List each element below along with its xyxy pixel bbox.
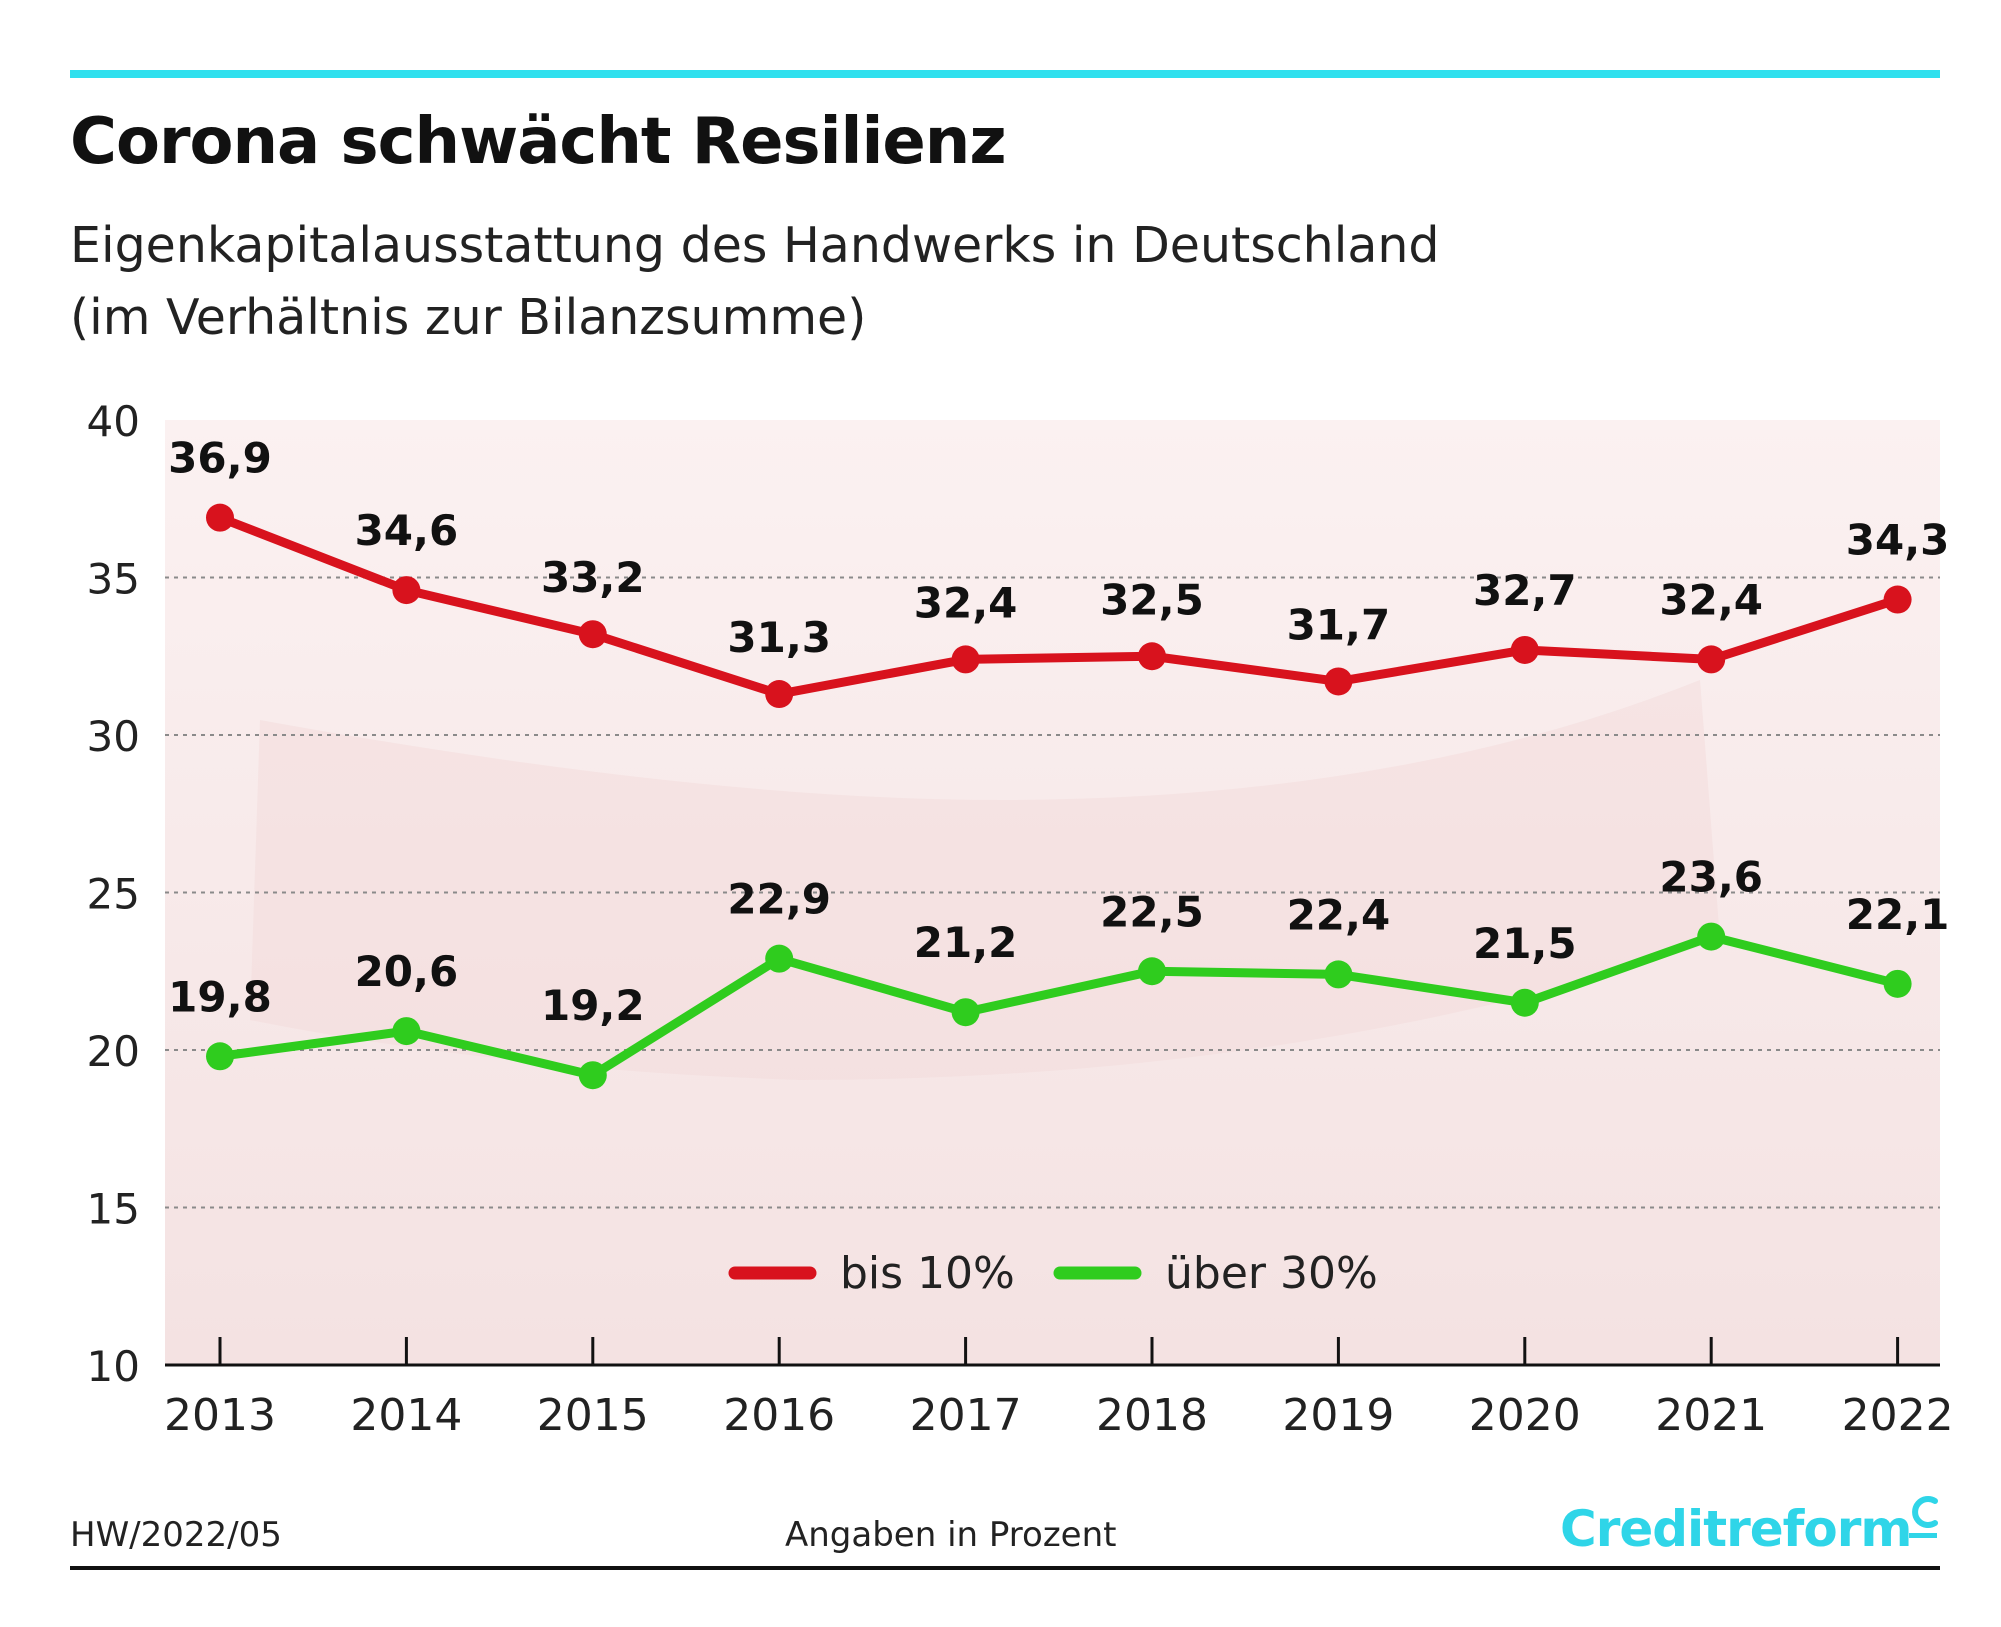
data-point <box>951 645 980 674</box>
data-label: 32,5 <box>1100 575 1204 624</box>
chart-title: Corona schwächt Resilienz <box>70 105 1007 179</box>
data-point <box>1324 960 1353 989</box>
data-point <box>1697 645 1726 674</box>
data-point <box>1324 667 1353 696</box>
series-line <box>215 932 1903 1080</box>
data-point <box>1510 988 1539 1017</box>
creditreform-logo: Creditreform <box>1560 1500 1913 1558</box>
y-tick-label: 30 <box>87 712 140 761</box>
creditreform-logo-icon <box>1909 1496 1938 1538</box>
data-label: 36,9 <box>168 434 272 483</box>
line-chart: 10 15 20 25 30 35 40 2013 2014 2015 2016 2017 2018 2… <box>87 397 1954 1441</box>
y-tick-label: 10 <box>87 1342 140 1391</box>
data-point <box>765 680 794 709</box>
bottom-rule <box>70 1566 1940 1570</box>
data-point <box>765 944 794 973</box>
series-bis-10: 36,9 34,6 33,2 31,3 32,4 32,5 31,7 32,7 32,4 34,3 <box>168 434 1950 709</box>
series-ueber-30: 19,8 20,6 19,2 22,9 21,2 22,5 22,4 21,5 23,6 22,1 <box>168 853 1949 1090</box>
data-label: 32,4 <box>1659 575 1763 624</box>
data-label: 31,7 <box>1287 600 1391 649</box>
legend-label: über 30% <box>1165 1248 1378 1299</box>
data-point <box>1883 585 1912 614</box>
data-label: 23,6 <box>1659 853 1763 902</box>
x-tick-label: 2018 <box>1096 1390 1208 1441</box>
top-accent-rule <box>70 70 1940 78</box>
data-point <box>1697 922 1726 951</box>
subtitle-line-2: (im Verhältnis zur Bilanzsumme) <box>70 289 867 346</box>
data-point <box>392 1017 421 1046</box>
legend-label: bis 10% <box>840 1248 1015 1299</box>
y-tick-label: 25 <box>87 870 140 919</box>
data-label: 33,2 <box>541 553 645 602</box>
x-tick-label: 2017 <box>910 1390 1022 1441</box>
data-point <box>578 1061 607 1090</box>
data-point <box>578 620 607 649</box>
data-point <box>1883 969 1912 998</box>
data-point <box>1138 957 1166 986</box>
footer-note: Angaben in Prozent <box>785 1515 1117 1555</box>
data-label: 32,7 <box>1473 566 1577 615</box>
data-label: 22,5 <box>1100 887 1204 936</box>
data-label: 19,8 <box>168 972 272 1021</box>
x-tick-label: 2021 <box>1655 1390 1767 1441</box>
data-label: 21,2 <box>914 918 1018 967</box>
x-tick-label: 2022 <box>1842 1390 1954 1441</box>
y-tick-label: 15 <box>87 1185 140 1234</box>
data-point <box>206 1042 234 1071</box>
y-tick-label: 20 <box>87 1027 140 1076</box>
y-tick-label: 40 <box>87 397 140 446</box>
x-tick-label: 2014 <box>350 1390 462 1441</box>
data-label: 31,3 <box>727 613 831 662</box>
y-tick-label: 35 <box>87 555 140 604</box>
data-label: 34,6 <box>355 506 459 555</box>
data-point <box>206 503 234 532</box>
data-label: 22,4 <box>1287 890 1391 939</box>
x-tick-label: 2013 <box>164 1390 276 1441</box>
data-label: 21,5 <box>1473 919 1577 968</box>
data-label: 32,4 <box>914 578 1018 627</box>
x-tick-label: 2019 <box>1282 1390 1394 1441</box>
data-label: 20,6 <box>355 947 459 996</box>
subtitle-line-1: Eigenkapitalausstattung des Handwerks in… <box>70 217 1440 274</box>
x-tick-label: 2020 <box>1469 1390 1581 1441</box>
chart-subtitle: Eigenkapitalausstattung des Handwerks in… <box>70 210 1440 354</box>
data-point <box>1510 635 1539 664</box>
data-label: 34,3 <box>1846 516 1950 565</box>
x-tick-label: 2015 <box>537 1390 649 1441</box>
data-label: 22,9 <box>727 875 831 924</box>
x-tick-label: 2016 <box>723 1390 835 1441</box>
data-point <box>951 998 980 1027</box>
data-label: 19,2 <box>541 981 645 1030</box>
data-label: 22,1 <box>1846 890 1950 939</box>
data-point <box>392 576 421 605</box>
footer-code: HW/2022/05 <box>70 1515 282 1555</box>
series-line <box>215 513 1903 699</box>
data-point <box>1138 642 1166 671</box>
